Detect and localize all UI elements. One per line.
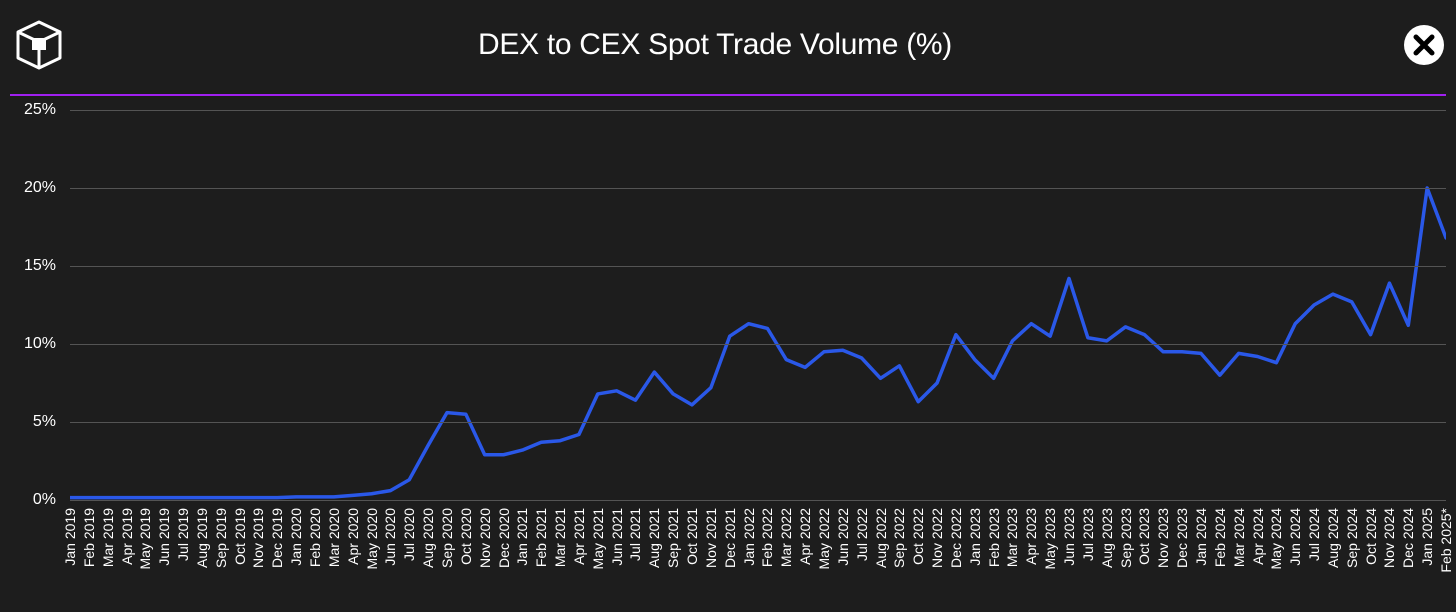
x-tick-label: Jul 2020 bbox=[401, 508, 417, 561]
grid-line bbox=[70, 266, 1446, 267]
x-tick-label: May 2019 bbox=[137, 508, 153, 569]
cube-3d-icon bbox=[12, 18, 66, 72]
x-tick-label: Jan 2023 bbox=[967, 508, 983, 566]
grid-line bbox=[70, 110, 1446, 111]
x-tick-label: Aug 2020 bbox=[420, 508, 436, 568]
x-tick-label: Dec 2020 bbox=[496, 508, 512, 568]
chart-area: 0%5%10%15%20%25% Jan 2019Feb 2019Mar 201… bbox=[10, 110, 1446, 610]
x-tick-label: Jul 2019 bbox=[175, 508, 191, 561]
x-tick-label: May 2020 bbox=[364, 508, 380, 569]
x-tick-label: Sep 2021 bbox=[665, 508, 681, 568]
y-tick-label: 15% bbox=[24, 257, 56, 275]
x-tick-label: Mar 2020 bbox=[326, 508, 342, 567]
x-tick-label: Feb 2019 bbox=[81, 508, 97, 567]
x-tick-label: Feb 2020 bbox=[307, 508, 323, 567]
x-tick-label: Jun 2021 bbox=[609, 508, 625, 566]
x-tick-label: Jan 2025 bbox=[1419, 508, 1435, 566]
x-tick-label: Sep 2023 bbox=[1118, 508, 1134, 568]
x-tick-label: Oct 2020 bbox=[458, 508, 474, 565]
x-tick-label: Oct 2019 bbox=[232, 508, 248, 565]
x-tick-label: Apr 2023 bbox=[1023, 508, 1039, 565]
x-tick-label: Feb 2024 bbox=[1212, 508, 1228, 567]
x-tick-label: Dec 2021 bbox=[722, 508, 738, 568]
x-axis: Jan 2019Feb 2019Mar 2019Apr 2019May 2019… bbox=[62, 508, 1446, 608]
x-tick-label: Mar 2024 bbox=[1231, 508, 1247, 567]
x-tick-label: May 2021 bbox=[590, 508, 606, 569]
x-tick-label: Aug 2019 bbox=[194, 508, 210, 568]
grid-line bbox=[70, 344, 1446, 345]
x-tick-label: Sep 2024 bbox=[1344, 508, 1360, 568]
x-tick-label: Jan 2024 bbox=[1193, 508, 1209, 566]
x-tick-label: Feb 2022 bbox=[759, 508, 775, 567]
x-tick-label: Dec 2022 bbox=[948, 508, 964, 568]
line-path bbox=[70, 110, 1446, 500]
grid-line bbox=[70, 422, 1446, 423]
y-tick-label: 20% bbox=[24, 179, 56, 197]
x-tick-label: May 2022 bbox=[816, 508, 832, 569]
x-tick-label: Feb 2025* bbox=[1438, 508, 1454, 573]
grid-line bbox=[70, 500, 1446, 501]
x-tick-label: Oct 2023 bbox=[1136, 508, 1152, 565]
x-tick-label: Oct 2024 bbox=[1363, 508, 1379, 565]
grid-line bbox=[70, 188, 1446, 189]
x-tick-label: Oct 2021 bbox=[684, 508, 700, 565]
x-tick-label: May 2024 bbox=[1268, 508, 1284, 569]
x-tick-label: Dec 2023 bbox=[1174, 508, 1190, 568]
y-tick-label: 5% bbox=[33, 413, 56, 431]
brand-logo bbox=[12, 18, 66, 72]
x-tick-label: Apr 2021 bbox=[571, 508, 587, 565]
y-axis: 0%5%10%15%20%25% bbox=[10, 110, 62, 500]
x-tick-label: Apr 2019 bbox=[119, 508, 135, 565]
x-tick-label: Jul 2023 bbox=[1080, 508, 1096, 561]
x-tick-label: Nov 2019 bbox=[250, 508, 266, 568]
accent-divider bbox=[10, 94, 1446, 96]
x-tick-label: May 2023 bbox=[1042, 508, 1058, 569]
x-tick-label: Nov 2022 bbox=[929, 508, 945, 568]
x-tick-label: Jul 2021 bbox=[627, 508, 643, 561]
x-tick-label: Jan 2021 bbox=[514, 508, 530, 566]
x-tick-label: Nov 2020 bbox=[477, 508, 493, 568]
x-tick-label: Nov 2021 bbox=[703, 508, 719, 568]
plot-area bbox=[62, 110, 1446, 500]
x-tick-label: Feb 2021 bbox=[533, 508, 549, 567]
x-tick-label: Dec 2019 bbox=[269, 508, 285, 568]
x-tick-label: Nov 2024 bbox=[1381, 508, 1397, 568]
x-tick-label: Apr 2024 bbox=[1250, 508, 1266, 565]
x-tick-label: Jan 2022 bbox=[741, 508, 757, 566]
x-tick-label: Jun 2024 bbox=[1287, 508, 1303, 566]
x-tick-label: Jun 2023 bbox=[1061, 508, 1077, 566]
x-tick-label: Jun 2019 bbox=[156, 508, 172, 566]
chart-title: DEX to CEX Spot Trade Volume (%) bbox=[66, 28, 1404, 62]
x-tick-label: Aug 2022 bbox=[873, 508, 889, 568]
x-tick-label: Dec 2024 bbox=[1400, 508, 1416, 568]
x-tick-label: Sep 2022 bbox=[891, 508, 907, 568]
x-tick-label: Jul 2022 bbox=[854, 508, 870, 561]
x-tick-label: Sep 2019 bbox=[213, 508, 229, 568]
x-tick-label: Mar 2022 bbox=[778, 508, 794, 567]
x-tick-label: Aug 2021 bbox=[646, 508, 662, 568]
chart-header: DEX to CEX Spot Trade Volume (%) bbox=[0, 0, 1456, 86]
x-tick-label: Apr 2022 bbox=[797, 508, 813, 565]
x-tick-label: Aug 2024 bbox=[1325, 508, 1341, 568]
x-tick-label: Aug 2023 bbox=[1099, 508, 1115, 568]
x-tick-label: Jan 2019 bbox=[62, 508, 78, 566]
x-tick-label: Sep 2020 bbox=[439, 508, 455, 568]
x-tick-label: Jan 2020 bbox=[288, 508, 304, 566]
x-tick-label: Nov 2023 bbox=[1155, 508, 1171, 568]
close-icon bbox=[1413, 34, 1435, 56]
x-tick-label: Oct 2022 bbox=[910, 508, 926, 565]
x-tick-label: Feb 2023 bbox=[986, 508, 1002, 567]
x-tick-label: Apr 2020 bbox=[345, 508, 361, 565]
y-tick-label: 10% bbox=[24, 335, 56, 353]
x-tick-label: Jun 2022 bbox=[835, 508, 851, 566]
x-tick-label: Jun 2020 bbox=[382, 508, 398, 566]
x-tick-label: Mar 2021 bbox=[552, 508, 568, 567]
x-tick-label: Mar 2019 bbox=[100, 508, 116, 567]
y-tick-label: 0% bbox=[33, 491, 56, 509]
x-tick-label: Mar 2023 bbox=[1004, 508, 1020, 567]
x-tick-label: Jul 2024 bbox=[1306, 508, 1322, 561]
close-button[interactable] bbox=[1404, 25, 1444, 65]
y-tick-label: 25% bbox=[24, 101, 56, 119]
